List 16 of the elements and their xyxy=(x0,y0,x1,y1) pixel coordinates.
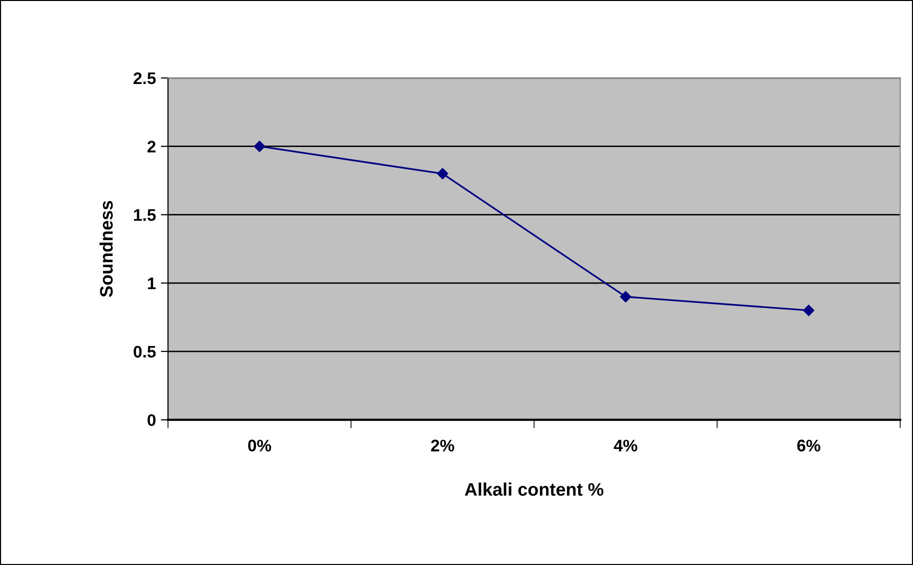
x-tick-label: 0% xyxy=(248,440,272,452)
y-tick-label: 2.5 xyxy=(134,72,156,84)
y-tick-label: 0.5 xyxy=(134,346,156,358)
point xyxy=(436,168,448,180)
x-tick-label: 4% xyxy=(614,440,638,452)
y-axis-title: Soundness xyxy=(100,200,113,298)
x-tick-label: 6% xyxy=(797,440,820,452)
y-tick-label: 2 xyxy=(147,140,156,152)
y-tick-label: 1 xyxy=(148,278,156,290)
point xyxy=(803,304,814,316)
y-tick-label: 1.5 xyxy=(134,209,156,221)
point xyxy=(254,140,266,152)
point xyxy=(620,291,632,302)
y-tick-label: 0 xyxy=(148,414,156,426)
x-axis-title: Alkali content % xyxy=(464,482,604,496)
x-tick-label: 2% xyxy=(431,440,454,452)
